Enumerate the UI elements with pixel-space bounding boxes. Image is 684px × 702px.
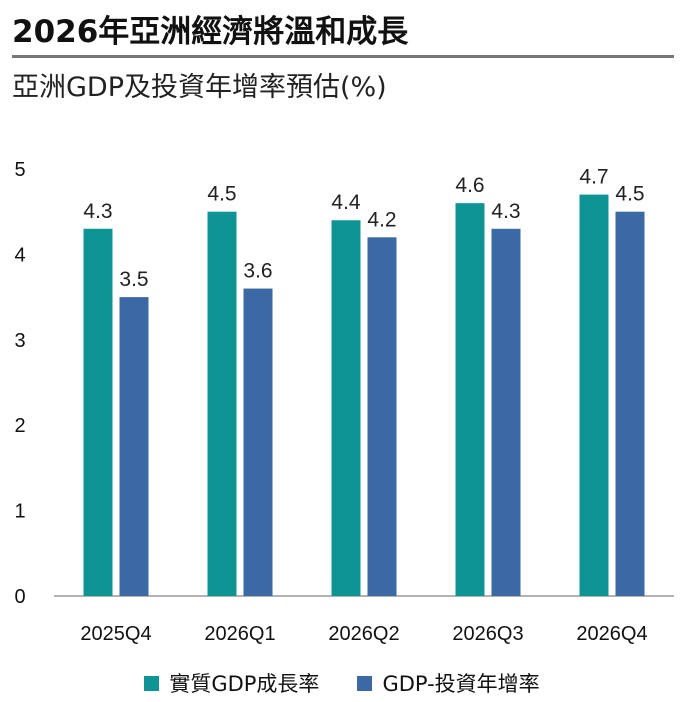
y-tick-label: 3 (14, 330, 25, 352)
chart-legend: 實質GDP成長率 GDP-投資年增率 (0, 668, 684, 698)
y-tick-label: 2 (14, 415, 25, 437)
bar (615, 211, 645, 596)
legend-swatch-investment (357, 675, 373, 691)
legend-label-real-gdp: 實質GDP成長率 (169, 672, 320, 696)
bar (491, 228, 521, 596)
legend-label-investment: GDP-投資年增率 (382, 672, 540, 696)
data-label: 4.3 (491, 200, 520, 223)
bar (579, 194, 609, 596)
x-tick-label: 2026Q3 (452, 623, 523, 645)
legend-swatch-real-gdp (144, 675, 160, 691)
bar (207, 211, 237, 596)
bar (455, 203, 485, 596)
data-label: 4.7 (579, 166, 608, 189)
data-label: 3.6 (243, 260, 272, 283)
data-label: 3.5 (119, 268, 148, 291)
x-tick-label: 2026Q1 (204, 623, 275, 645)
data-label: 4.4 (331, 191, 361, 214)
chart-title: 2026年亞洲經濟將溫和成長 (12, 14, 409, 50)
bar (243, 288, 273, 596)
x-tick-label: 2025Q4 (80, 623, 151, 645)
title-divider (12, 55, 674, 58)
data-label: 4.3 (83, 200, 112, 223)
data-label: 4.6 (455, 174, 484, 197)
x-tick-label: 2026Q2 (328, 623, 399, 645)
x-tick-label: 2026Q4 (576, 623, 647, 645)
bar-chart: 0 1 2 3 4 5 4.3 3.5 2025Q4 4.5 3.6 2026Q1 4.4 4.2 2026… (14, 159, 674, 645)
y-tick-label: 1 (14, 501, 25, 523)
bar (367, 237, 397, 596)
chart-subtitle: 亞洲GDP及投資年增率預估(%) (12, 72, 387, 103)
bar (119, 297, 149, 596)
legend-item-real-gdp: 實質GDP成長率 (144, 668, 319, 698)
bar (331, 220, 361, 597)
y-tick-label: 5 (14, 159, 25, 181)
legend-item-investment: GDP-投資年增率 (357, 668, 540, 698)
y-tick-label: 4 (14, 244, 25, 266)
y-tick-label: 0 (14, 586, 25, 608)
data-label: 4.5 (615, 183, 644, 206)
data-label: 4.5 (207, 183, 236, 206)
data-label: 4.2 (367, 208, 396, 231)
bar (83, 228, 113, 596)
